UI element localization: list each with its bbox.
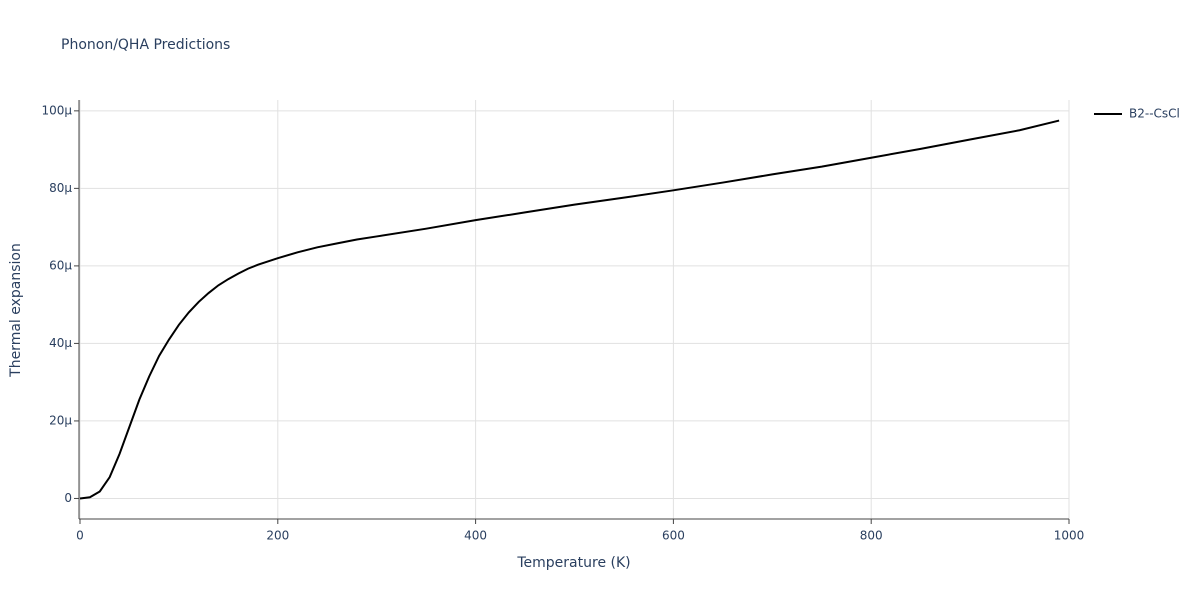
x-tick-label: 800 (860, 529, 883, 543)
data-line (79, 119, 1060, 500)
y-tick-label: 40μ (49, 336, 72, 350)
x-tick-label: 400 (464, 529, 487, 543)
x-tick-label: 600 (662, 529, 685, 543)
y-tick-label: 60μ (49, 258, 72, 272)
y-axis-title: Thermal expansion (8, 243, 24, 378)
x-tick-label: 0 (76, 529, 84, 543)
x-tick-label: 1000 (1054, 529, 1085, 543)
x-axis-title: Temperature (K) (516, 555, 630, 571)
y-tick-label: 100μ (41, 103, 72, 117)
y-tick-label: 80μ (49, 181, 72, 195)
x-tick-label: 200 (266, 529, 289, 543)
legend-label: B2--CsCl (1129, 107, 1180, 121)
y-tick-label: 0 (64, 491, 72, 505)
y-tick-label: 20μ (49, 413, 72, 427)
chart-title: Phonon/QHA Predictions (61, 37, 230, 53)
